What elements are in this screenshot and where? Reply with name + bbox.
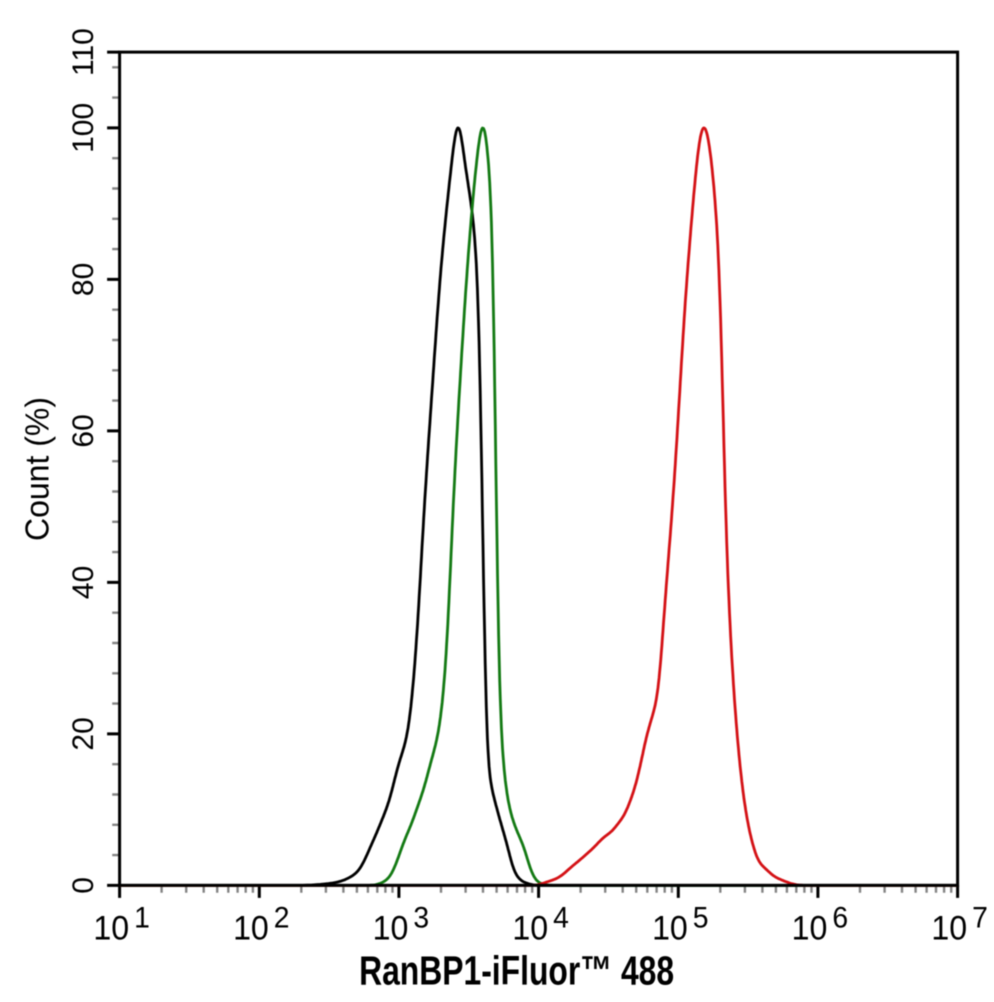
svg-text:10: 10 [373, 910, 409, 948]
svg-text:Count (%): Count (%) [19, 397, 56, 541]
svg-text:10: 10 [652, 910, 688, 948]
svg-text:1: 1 [134, 902, 150, 935]
svg-text:40: 40 [67, 566, 100, 599]
svg-text:80: 80 [67, 263, 100, 296]
svg-text:10: 10 [792, 910, 828, 948]
svg-text:0: 0 [67, 877, 100, 894]
svg-text:10: 10 [931, 910, 967, 948]
svg-text:10: 10 [512, 910, 548, 948]
svg-text:6: 6 [832, 902, 848, 935]
svg-text:RanBP1-iFluor™ 488: RanBP1-iFluor™ 488 [359, 948, 674, 994]
svg-text:110: 110 [67, 28, 100, 76]
svg-text:3: 3 [413, 902, 429, 935]
svg-text:10: 10 [93, 910, 129, 948]
svg-text:100: 100 [67, 103, 100, 153]
svg-text:60: 60 [67, 414, 100, 447]
svg-text:10: 10 [233, 910, 269, 948]
svg-text:4: 4 [553, 902, 569, 935]
svg-text:20: 20 [67, 717, 100, 750]
svg-text:5: 5 [693, 902, 709, 935]
svg-text:7: 7 [972, 902, 988, 935]
svg-text:2: 2 [274, 902, 290, 935]
